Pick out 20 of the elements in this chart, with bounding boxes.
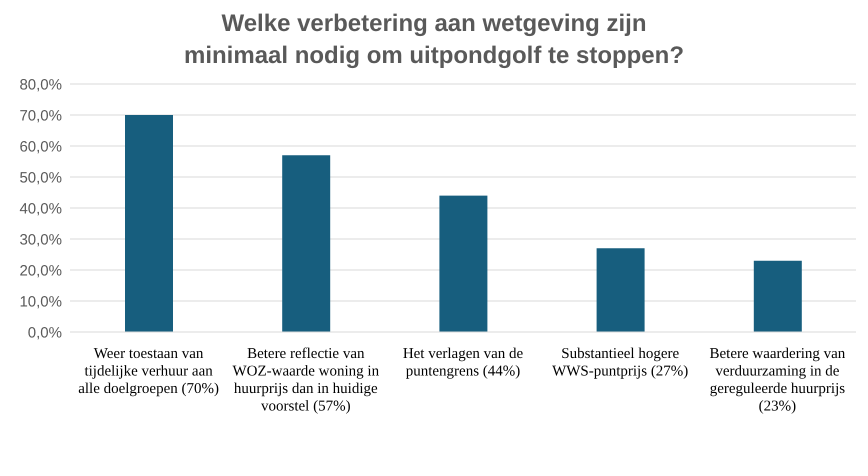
y-tick-label: 40,0% [19, 200, 62, 218]
y-tick-label: 50,0% [19, 169, 62, 186]
bar [282, 155, 330, 332]
y-tick-label: 10,0% [19, 293, 62, 310]
x-tick-label: Betere waardering van verduurzaming in de gereguleerde huurprijs (23%) [710, 346, 846, 414]
x-tick-label: Het verlagen van de puntengrens (44%) [402, 346, 524, 380]
x-tick-label: Betere reflectie van WOZ-waarde woning in huurprijs dan in huidige voorstel (57%) [232, 346, 380, 414]
bar [125, 115, 173, 332]
y-tick-label: 60,0% [19, 138, 62, 156]
x-tick-label: Substantieel hogere WWS-puntprijs (27%) [552, 346, 688, 380]
bar [596, 248, 645, 332]
y-tick-label: 0,0% [28, 324, 62, 342]
bar [439, 196, 488, 332]
y-tick-label: 30,0% [19, 231, 62, 248]
chart-title: Welke verbetering aan wetgeving zijn minimaal nodig om uitpondgolf te stoppen? [183, 9, 685, 71]
y-tick-label: 80,0% [19, 76, 62, 94]
bar [754, 260, 802, 332]
y-tick-label: 20,0% [19, 262, 62, 280]
y-tick-label: 70,0% [19, 107, 62, 124]
x-tick-label: Weer toestaan van tijdelijke verhuur aan alle doelgroepen (70%) [78, 346, 219, 397]
